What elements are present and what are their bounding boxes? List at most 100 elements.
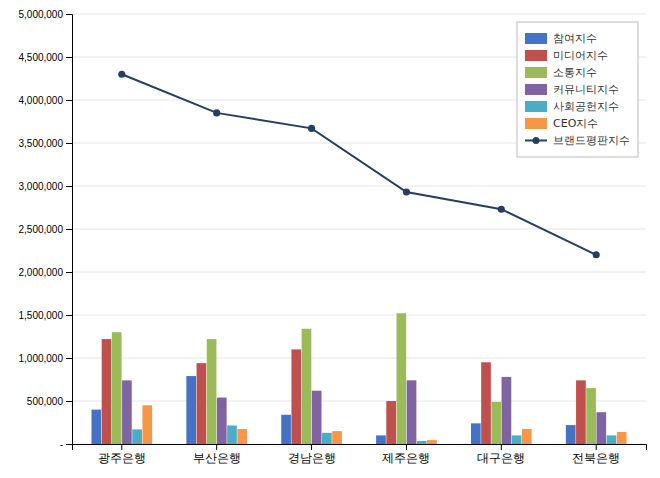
legend-item: 소통지수 — [525, 66, 597, 79]
bar — [227, 426, 237, 444]
y-tick: 2,000,000 — [19, 267, 73, 278]
bar — [512, 435, 522, 444]
y-tick-label: - — [60, 439, 63, 450]
bar — [427, 440, 437, 444]
bar-series — [122, 377, 606, 444]
plot: -500,0001,000,0001,500,0002,000,0002,500… — [19, 9, 647, 465]
grid-line — [72, 229, 646, 230]
marker — [213, 109, 220, 116]
marker — [403, 188, 410, 195]
y-tick-mark — [66, 229, 72, 230]
marker — [118, 71, 125, 78]
y-tick: 1,500,000 — [19, 310, 73, 321]
y-tick-mark — [66, 272, 72, 273]
x-tick-label: 대구은행 — [477, 451, 525, 465]
y-tick-mark — [66, 14, 72, 15]
bar-series — [142, 405, 626, 444]
legend-label: 참여지수 — [553, 32, 597, 45]
y-tick-mark — [66, 186, 72, 187]
y-tick-label: 4,000,000 — [19, 95, 64, 106]
bar — [566, 425, 576, 444]
marks — [91, 71, 626, 444]
x-axis-line — [73, 445, 647, 451]
bar — [132, 429, 142, 444]
legend-item: 커뮤니티지수 — [525, 83, 619, 96]
legend-swatch — [525, 33, 547, 44]
bar — [481, 362, 491, 444]
x-tick-label: 제주은행 — [382, 451, 430, 465]
bar — [122, 380, 132, 444]
legend-label: 커뮤니티지수 — [553, 83, 619, 96]
legend-label: 소통지수 — [553, 66, 597, 79]
legend-swatch — [525, 101, 547, 112]
y-tick-label: 1,000,000 — [19, 353, 64, 364]
bar — [607, 435, 617, 444]
bar — [186, 376, 196, 444]
y-tick-label: 5,000,000 — [19, 9, 64, 20]
legend-item: 사회공헌지수 — [525, 100, 619, 113]
y-tick-mark — [66, 143, 72, 144]
legend-swatch — [525, 67, 547, 78]
legend-item: CEO지수 — [525, 117, 598, 130]
legend-label: 미디어지수 — [553, 49, 608, 62]
bar — [502, 377, 512, 444]
bar-series — [91, 376, 575, 444]
bar — [217, 398, 227, 444]
bar — [112, 332, 122, 444]
legend-marker — [533, 137, 540, 144]
grid-line — [72, 272, 646, 273]
bar — [281, 415, 291, 444]
bar-series — [132, 426, 616, 444]
grid — [72, 14, 646, 444]
bar — [417, 441, 427, 444]
y-tick-label: 3,500,000 — [19, 138, 64, 149]
bar — [291, 349, 301, 444]
grid-line — [72, 186, 646, 187]
x-tick-mark — [596, 444, 597, 450]
marker — [498, 206, 505, 213]
bar — [471, 423, 481, 444]
legend-item: 브랜드평판지수 — [525, 134, 630, 147]
y-tick-mark — [66, 57, 72, 58]
x-tick: 대구은행 — [477, 444, 525, 465]
y-tick: 3,000,000 — [19, 181, 73, 192]
x-tick-label: 전북은행 — [572, 451, 620, 465]
y-tick: - — [60, 439, 72, 450]
grid-line — [72, 401, 646, 402]
bar — [407, 380, 417, 444]
legend-swatch — [525, 118, 547, 129]
y-tick: 1,000,000 — [19, 353, 73, 364]
bar — [386, 401, 396, 444]
bar — [396, 313, 406, 444]
bar — [522, 429, 532, 444]
x-tick-mark — [501, 444, 502, 450]
x-axis: 광주은행부산은행경남은행제주은행대구은행전북은행 — [73, 444, 647, 465]
grid-line — [72, 358, 646, 359]
bar — [596, 412, 606, 444]
legend-label: 사회공헌지수 — [553, 100, 619, 113]
x-tick-label: 경남은행 — [288, 451, 336, 465]
x-tick-mark — [406, 444, 407, 450]
y-tick-mark — [66, 358, 72, 359]
y-tick-label: 3,000,000 — [19, 181, 64, 192]
marker — [308, 125, 315, 132]
x-tick: 전북은행 — [572, 444, 620, 465]
x-tick: 제주은행 — [382, 444, 430, 465]
bar — [312, 391, 322, 444]
bar — [197, 363, 207, 444]
bar — [91, 410, 101, 444]
legend-swatch — [525, 84, 547, 95]
y-tick-label: 1,500,000 — [19, 310, 64, 321]
bar — [576, 380, 586, 444]
legend-label: CEO지수 — [553, 117, 598, 130]
bar — [332, 431, 342, 444]
y-tick: 4,500,000 — [19, 52, 73, 63]
legend-item: 참여지수 — [525, 32, 597, 45]
y-tick: 500,000 — [27, 396, 72, 407]
bar-series — [102, 339, 586, 444]
y-tick: 3,500,000 — [19, 138, 73, 149]
line — [122, 74, 596, 255]
grid-line — [72, 14, 646, 15]
grid-line — [72, 315, 646, 316]
legend-label: 브랜드평판지수 — [553, 134, 630, 147]
